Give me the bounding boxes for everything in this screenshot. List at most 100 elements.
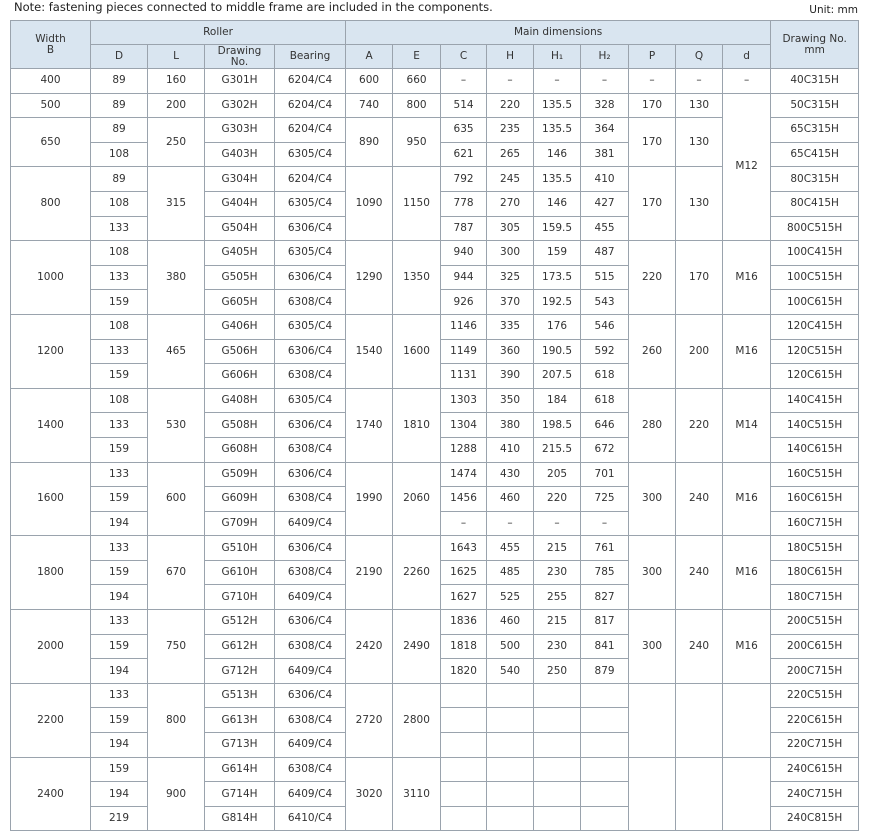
cell: 160C515H	[770, 461, 860, 488]
cell: G408H	[204, 387, 275, 414]
cell: 6308/C4	[273, 436, 347, 463]
header-cell: H₁	[533, 44, 582, 69]
cell: 133	[90, 535, 148, 561]
cell: G301H	[204, 68, 275, 94]
cell: 543	[580, 289, 630, 315]
cell: 108	[90, 240, 148, 266]
cell	[533, 682, 582, 709]
cell: G710H	[204, 584, 275, 611]
cell: 220C715H	[770, 732, 860, 758]
header-cell: Width B	[10, 20, 91, 69]
cell: 6306/C4	[273, 682, 347, 709]
header-cell: Bearing	[273, 44, 347, 69]
cell	[486, 805, 535, 832]
cell: 465	[147, 313, 205, 389]
cell: 108	[90, 313, 148, 340]
cell: 207.5	[533, 363, 582, 389]
cell: 133	[90, 264, 148, 291]
cell: 926	[440, 289, 488, 315]
cell: 1150	[392, 166, 442, 242]
cell: G512H	[204, 609, 275, 635]
cell: 500	[486, 633, 535, 660]
cell: G504H	[204, 215, 275, 242]
cell	[440, 756, 488, 783]
cell: 750	[147, 609, 205, 684]
cell: 160	[147, 68, 205, 94]
cell: 827	[580, 584, 630, 611]
cell: 370	[486, 289, 535, 315]
cell: G509H	[204, 461, 275, 488]
header-cell: Drawing No. mm	[770, 20, 860, 69]
cell: G713H	[204, 732, 275, 758]
width-cell: 2000	[10, 609, 91, 684]
cell: 159.5	[533, 215, 582, 242]
cell: 300	[628, 609, 677, 684]
header-cell: Q	[675, 44, 724, 69]
header-cell: H	[486, 44, 535, 69]
cell: 2720	[345, 682, 394, 758]
cell: 315	[147, 166, 205, 242]
cell: 130	[675, 166, 724, 242]
cell: 240	[675, 535, 724, 611]
cell: –	[722, 68, 772, 94]
cell: 80C315H	[770, 166, 860, 192]
cell: 800C515H	[770, 215, 860, 242]
cell: G714H	[204, 781, 275, 807]
cell: 133	[90, 682, 148, 709]
table-row: 194 G713H 6409/C4 220C715H	[11, 732, 860, 758]
cell: 6308/C4	[273, 756, 347, 783]
cell: G605H	[204, 289, 275, 315]
cell: –	[440, 68, 488, 94]
cell: 146	[533, 141, 582, 168]
cell: M16	[722, 535, 772, 611]
cell: 740	[345, 92, 394, 119]
cell: G404H	[204, 190, 275, 217]
cell: 1740	[345, 387, 394, 463]
cell: 600	[147, 461, 205, 537]
width-cell: 800	[10, 166, 91, 242]
unit: Unit: mm	[809, 4, 858, 16]
cell: 6409/C4	[273, 510, 347, 537]
cell	[440, 682, 488, 709]
cell: G712H	[204, 658, 275, 684]
cell: 1304	[440, 412, 488, 438]
cell: 192.5	[533, 289, 582, 315]
cell: 6306/C4	[273, 338, 347, 365]
width-cell: 1000	[10, 240, 91, 315]
header-cell: P	[628, 44, 677, 69]
header-cell: H₂	[580, 44, 630, 69]
cell: 140C515H	[770, 412, 860, 438]
cell: 194	[90, 658, 148, 684]
cell: 89	[90, 92, 148, 119]
cell: 546	[580, 313, 630, 340]
table-row: 133 G505H 6306/C4 944 325 173.5 515 100C515H	[11, 264, 860, 291]
cell: 220	[628, 240, 677, 315]
width-cell: 400	[10, 68, 91, 94]
cell: 6308/C4	[273, 486, 347, 512]
table-row: 2200 133 800 G513H 6306/C4 2720 2800 220C515H	[10, 682, 860, 758]
cell: 6308/C4	[273, 707, 347, 734]
cell	[580, 756, 630, 783]
cell: 159	[90, 486, 148, 512]
table-header: Width B Roller Main dimensions Drawing N…	[10, 20, 860, 69]
cell: 220	[533, 486, 582, 512]
table-row: 159 G612H 6308/C4 1818 500 230 841 200C615H	[11, 633, 860, 660]
cell: –	[533, 68, 582, 94]
table-row: 108 G403H 6305/C4 621 265 146 381 65C415H	[11, 141, 860, 168]
cell: M16	[722, 461, 772, 537]
cell: 108	[90, 141, 148, 168]
cell: 219	[90, 805, 148, 832]
cell: 390	[486, 363, 535, 389]
width-cell: 1600	[10, 461, 91, 537]
width-cell: 1200	[10, 313, 91, 389]
cell: 6306/C4	[273, 461, 347, 488]
cell: 2260	[392, 535, 442, 611]
cell: G613H	[204, 707, 275, 734]
cell: 120C615H	[770, 363, 860, 389]
cell: 1627	[440, 584, 488, 611]
cell: 200C615H	[770, 633, 860, 660]
cell: 635	[440, 117, 488, 143]
cell: 280	[628, 387, 677, 463]
cell: 180C615H	[770, 559, 860, 586]
cell: 1820	[440, 658, 488, 684]
